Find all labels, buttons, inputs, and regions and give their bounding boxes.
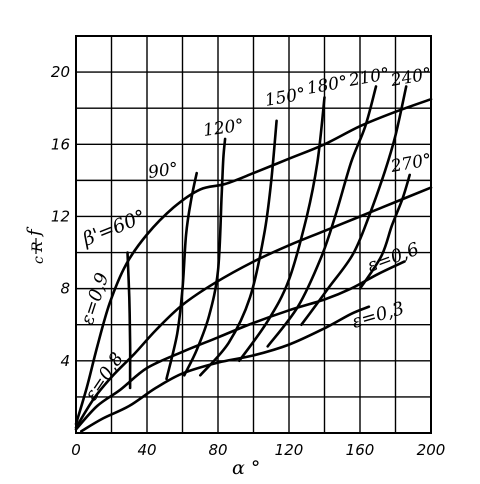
series-line-60 (126, 251, 132, 390)
series-line-0-6 (74, 260, 406, 431)
y-label-num: R (30, 241, 46, 253)
label-epsilon-09: ε=0,9 (77, 270, 113, 327)
label-epsilon-06: ε=0,6 (365, 239, 422, 277)
y-label-tail: f (24, 226, 45, 238)
y-tick-label: 4 (60, 352, 70, 370)
curves (74, 85, 433, 433)
label-beta-210: 210° (346, 64, 391, 91)
series-line-120 (183, 137, 227, 377)
tick-labels: 0 40 80 120 160 200 4 8 12 16 20 (51, 63, 445, 459)
y-tick-label: 20 (51, 63, 70, 81)
x-tick-label: 0 (71, 441, 81, 459)
series-line-150 (199, 119, 278, 377)
series-line-0-9 (74, 97, 433, 426)
x-axis-label: α ° (232, 457, 260, 479)
series-line-270 (358, 173, 411, 290)
y-tick-label: 16 (51, 135, 70, 153)
series-line-240 (300, 85, 408, 326)
x-tick-label: 40 (137, 441, 156, 459)
label-beta-150: 150° (263, 84, 307, 111)
x-tick-label: 120 (275, 441, 304, 459)
label-epsilon-03: ε=0,3 (350, 298, 407, 333)
label-beta-120: 120° (202, 115, 245, 141)
x-tick-label: 80 (208, 441, 227, 459)
y-label-den: c (31, 256, 47, 264)
x-tick-label: 200 (417, 441, 446, 459)
series-line-0-3 (80, 305, 371, 433)
y-axis-label: R c f (24, 226, 47, 264)
series-line-90 (165, 171, 198, 381)
y-tick-label: 8 (60, 280, 70, 298)
label-beta-90: 90° (147, 159, 180, 183)
y-tick-label: 12 (51, 207, 70, 225)
series-line-0-8 (74, 186, 433, 429)
series-line-180 (238, 96, 326, 363)
label-beta-180: 180° (305, 72, 349, 99)
x-tick-label: 160 (346, 441, 375, 459)
